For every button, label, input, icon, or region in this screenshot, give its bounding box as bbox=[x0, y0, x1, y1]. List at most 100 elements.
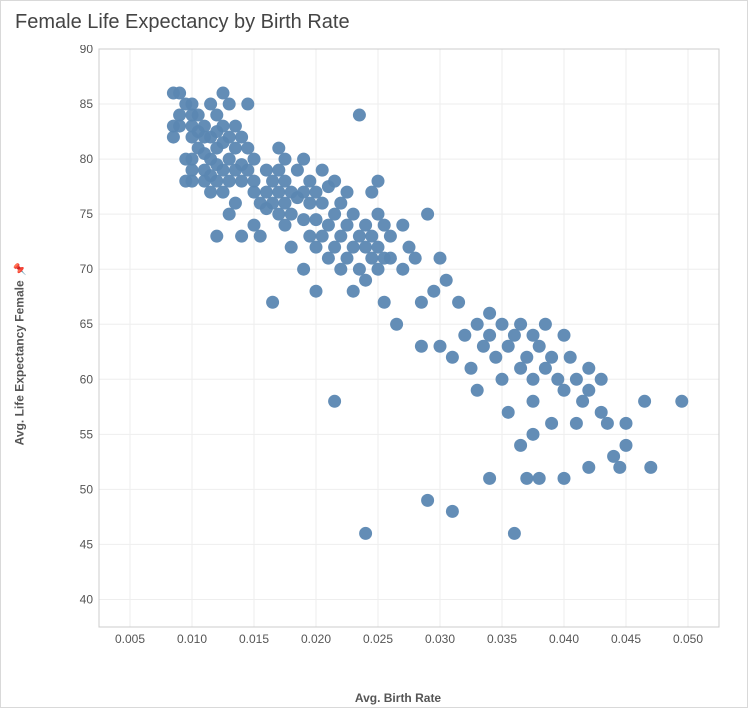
data-point bbox=[607, 450, 620, 463]
data-point bbox=[384, 252, 397, 265]
data-point bbox=[334, 263, 347, 276]
data-point bbox=[471, 384, 484, 397]
data-point bbox=[173, 87, 186, 100]
data-point bbox=[527, 395, 540, 408]
y-tick-label: 75 bbox=[80, 207, 94, 221]
data-point bbox=[347, 285, 360, 298]
data-point bbox=[372, 263, 385, 276]
chart-frame: Female Life Expectancy by Birth Rate Avg… bbox=[0, 0, 748, 708]
x-axis-label: Avg. Birth Rate bbox=[63, 691, 733, 705]
data-point bbox=[595, 406, 608, 419]
data-point bbox=[223, 131, 236, 144]
data-point bbox=[558, 329, 571, 342]
data-point bbox=[297, 153, 310, 166]
data-point bbox=[415, 340, 428, 353]
scatter-plot: 40455055606570758085900.0050.0100.0150.0… bbox=[63, 45, 733, 663]
data-point bbox=[558, 384, 571, 397]
data-point bbox=[173, 120, 186, 133]
data-point bbox=[570, 373, 583, 386]
data-point bbox=[279, 197, 292, 210]
data-point bbox=[328, 395, 341, 408]
data-point bbox=[248, 153, 261, 166]
data-point bbox=[322, 252, 335, 265]
data-point bbox=[310, 186, 323, 199]
data-point bbox=[365, 230, 378, 243]
data-point bbox=[533, 340, 546, 353]
data-point bbox=[272, 142, 285, 155]
data-point bbox=[334, 230, 347, 243]
data-point bbox=[452, 296, 465, 309]
data-point bbox=[520, 472, 533, 485]
data-point bbox=[372, 175, 385, 188]
data-point bbox=[365, 186, 378, 199]
data-point bbox=[446, 505, 459, 518]
data-point bbox=[285, 208, 298, 221]
data-point bbox=[675, 395, 688, 408]
data-point bbox=[353, 263, 366, 276]
data-point bbox=[310, 285, 323, 298]
x-tick-label: 0.050 bbox=[673, 632, 703, 646]
x-tick-label: 0.020 bbox=[301, 632, 331, 646]
data-point bbox=[310, 213, 323, 226]
data-point bbox=[279, 219, 292, 232]
y-tick-label: 60 bbox=[80, 372, 94, 386]
data-point bbox=[341, 252, 354, 265]
x-tick-label: 0.035 bbox=[487, 632, 517, 646]
data-point bbox=[229, 142, 242, 155]
data-point bbox=[272, 164, 285, 177]
data-point bbox=[328, 175, 341, 188]
y-tick-label: 40 bbox=[80, 592, 94, 606]
data-point bbox=[465, 362, 478, 375]
data-point bbox=[403, 241, 416, 254]
x-tick-label: 0.030 bbox=[425, 632, 455, 646]
data-point bbox=[303, 197, 316, 210]
data-point bbox=[334, 197, 347, 210]
data-point bbox=[496, 373, 509, 386]
data-point bbox=[229, 197, 242, 210]
data-point bbox=[390, 318, 403, 331]
data-point bbox=[347, 208, 360, 221]
y-tick-label: 55 bbox=[80, 427, 94, 441]
data-point bbox=[582, 362, 595, 375]
data-point bbox=[235, 131, 248, 144]
data-point bbox=[297, 186, 310, 199]
data-point bbox=[359, 219, 372, 232]
data-point bbox=[564, 351, 577, 364]
data-point bbox=[582, 461, 595, 474]
data-point bbox=[328, 208, 341, 221]
data-point bbox=[421, 494, 434, 507]
y-axis-label-wrap: Avg. Life Expectancy Female 📌 bbox=[9, 1, 29, 707]
data-point bbox=[254, 230, 267, 243]
data-point bbox=[210, 230, 223, 243]
data-point bbox=[204, 98, 217, 111]
data-point bbox=[434, 340, 447, 353]
chart-title: Female Life Expectancy by Birth Rate bbox=[15, 11, 350, 34]
data-point bbox=[409, 252, 422, 265]
data-point bbox=[483, 307, 496, 320]
x-tick-label: 0.040 bbox=[549, 632, 579, 646]
x-tick-label: 0.045 bbox=[611, 632, 641, 646]
data-point bbox=[601, 417, 614, 430]
data-point bbox=[502, 406, 515, 419]
data-point bbox=[223, 208, 236, 221]
data-point bbox=[483, 472, 496, 485]
x-tick-label: 0.010 bbox=[177, 632, 207, 646]
data-point bbox=[508, 329, 521, 342]
data-point bbox=[229, 120, 242, 133]
data-point bbox=[297, 213, 310, 226]
y-tick-label: 65 bbox=[80, 317, 94, 331]
data-point bbox=[223, 175, 236, 188]
data-point bbox=[217, 164, 230, 177]
data-point bbox=[644, 461, 657, 474]
data-point bbox=[378, 296, 391, 309]
data-point bbox=[489, 351, 502, 364]
data-point bbox=[235, 230, 248, 243]
data-point bbox=[427, 285, 440, 298]
data-point bbox=[613, 461, 626, 474]
data-point bbox=[595, 373, 608, 386]
data-point bbox=[620, 417, 633, 430]
data-point bbox=[223, 98, 236, 111]
data-point bbox=[496, 318, 509, 331]
data-point bbox=[359, 274, 372, 287]
data-point bbox=[241, 142, 254, 155]
